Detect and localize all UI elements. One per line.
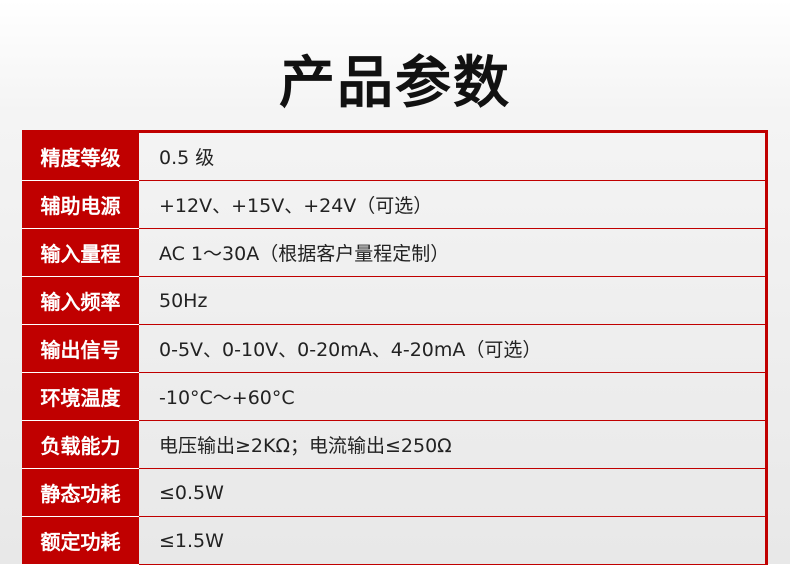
param-value: 50Hz [159,289,208,312]
param-value: 0-5V、0-10V、0-20mA、4-20mA（可选） [159,339,542,361]
table-row: 精度等级 0.5 级 [22,133,765,181]
table-row: 输入量程 AC 1～30A（根据客户量程定制） [22,229,765,277]
table-row: 静态功耗 ≤0.5W [22,469,765,517]
param-value: AC 1～30A（根据客户量程定制） [159,243,450,265]
param-label: 输入频率 [22,277,139,325]
param-label: 输出信号 [22,325,139,373]
param-label: 辅助电源 [22,181,139,229]
param-value: 电压输出≥2KΩ；电流输出≤250Ω [159,435,452,457]
param-label: 静态功耗 [22,469,139,517]
param-label: 额定功耗 [22,517,139,565]
param-label: 环境温度 [22,373,139,421]
param-label: 精度等级 [22,133,139,181]
param-value: +12V、+15V、+24V（可选） [159,195,433,217]
table-row: 输入频率 50Hz [22,277,765,325]
table-row: 负载能力 电压输出≥2KΩ；电流输出≤250Ω [22,421,765,469]
param-value: ≤0.5W [159,481,224,504]
table-row: 辅助电源 +12V、+15V、+24V（可选） [22,181,765,229]
param-label: 负载能力 [22,421,139,469]
table-row: 额定功耗 ≤1.5W [22,517,765,565]
param-label: 输入量程 [22,229,139,277]
table-row: 环境温度 -10°C～+60°C [22,373,765,421]
param-value: -10°C～+60°C [159,387,295,409]
param-value: 0.5 级 [159,147,215,169]
page-title: 产品参数 [279,51,511,116]
param-value: ≤1.5W [159,529,224,552]
table-row: 输出信号 0-5V、0-10V、0-20mA、4-20mA（可选） [22,325,765,373]
parameter-table: 精度等级 0.5 级辅助电源 +12V、+15V、+24V（可选） 输入量程 AC 1～… [22,130,768,565]
